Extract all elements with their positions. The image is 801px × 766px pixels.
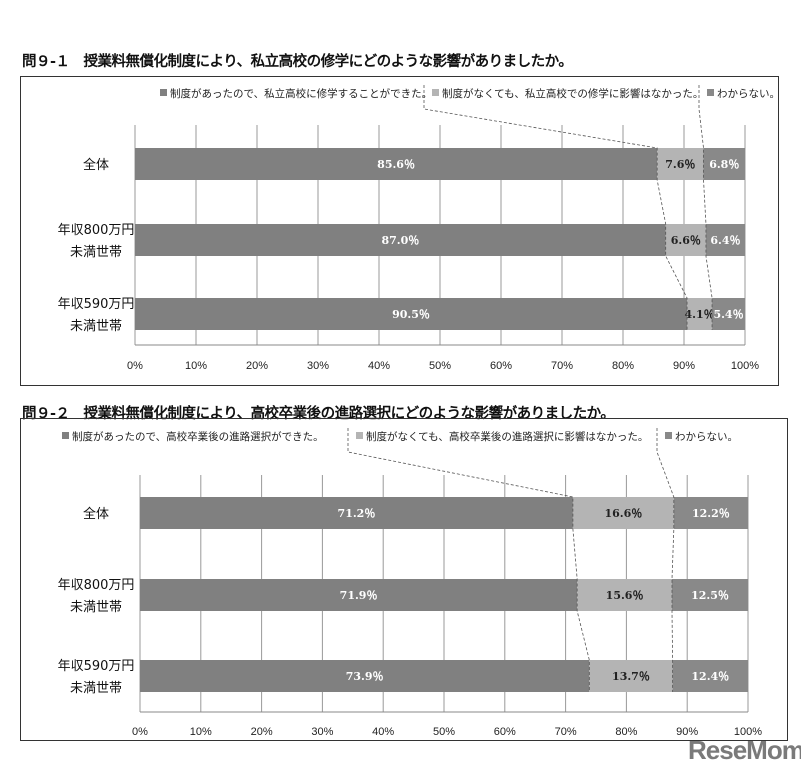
chart2-bar-segment [140, 660, 590, 692]
chart1-series-connector [423, 85, 688, 330]
resemom-logo: ReseMom [688, 735, 801, 765]
chart1-bar-segment [665, 224, 706, 256]
chart1-bar-segment [135, 148, 658, 180]
chart2-category-label: 未満世帯 [70, 600, 122, 615]
chart2-xtick-label: 50% [433, 726, 455, 738]
chart1-xtick-label: 10% [185, 360, 207, 372]
chart2-legend-swatch [665, 432, 672, 439]
chart2-data-label: 15.6％ [606, 589, 644, 602]
chart2-bar-segment [672, 579, 748, 611]
chart1-xtick-label: 20% [246, 360, 268, 372]
chart1-data-label: 5.4％ [713, 308, 743, 321]
chart1-legend-label: わからない。 [717, 88, 780, 100]
chart2-data-label: 12.4％ [691, 670, 729, 683]
chart2-category-label: 全体 [83, 506, 109, 522]
chart1-series-connector [698, 85, 713, 330]
chart1-xtick-label: 80% [612, 360, 634, 372]
chart2-xtick-label: 20% [251, 726, 273, 738]
chart1-bar-segment [657, 148, 704, 180]
chart2-bar-segment [140, 497, 573, 529]
chart1-xtick-label: 90% [673, 360, 695, 372]
chart2-legend-swatch [356, 432, 363, 439]
chart2-bar-segment [672, 660, 748, 692]
chart1-data-label: 6.6％ [671, 234, 701, 247]
chart1-category-label: 未満世帯 [70, 245, 122, 260]
chart1-bar-segment [712, 298, 745, 330]
chart2-bar-segment [140, 579, 578, 611]
chart1-data-label: 85.6％ [377, 158, 415, 171]
chart1-xtick-label: 30% [307, 360, 329, 372]
chart1-legend-label: 制度がなくても、私立高校での修学に影響はなかった。 [442, 87, 703, 100]
chart1-category-label: 全体 [83, 157, 109, 173]
chart2-xtick-label: 0% [132, 726, 148, 738]
chart2-xtick-label: 100% [734, 726, 762, 738]
chart2-category-label: 未満世帯 [70, 681, 122, 696]
chart1-xtick-label: 60% [490, 360, 512, 372]
chart2-frame [20, 418, 788, 741]
chart1-data-label: 4.1％ [684, 308, 714, 321]
chart2-category-label: 年収590万円 [58, 659, 135, 674]
chart2-legend-label: わからない。 [675, 431, 738, 443]
chart1-xtick-label: 0% [127, 360, 143, 372]
chart1-data-label: 6.8％ [709, 158, 739, 171]
chart2-legend-swatch [62, 432, 69, 439]
chart1-bar-segment [135, 224, 666, 256]
chart1-legend-swatch [432, 89, 439, 96]
chart2-data-label: 71.2％ [338, 507, 376, 520]
chart1-bar-segment [687, 298, 713, 330]
chart2-data-label: 16.6％ [604, 507, 642, 520]
chart2-series-connector [347, 428, 590, 692]
chart1-legend-swatch [160, 89, 167, 96]
chart2-series-connector [656, 428, 675, 692]
chart2-legend-label: 制度があったので、高校卒業後の進路選択ができた。 [72, 430, 324, 443]
chart1-legend-swatch [707, 89, 714, 96]
chart2-data-label: 13.7％ [612, 670, 650, 683]
chart2-xtick-label: 70% [555, 726, 577, 738]
chart2-bar-segment [577, 579, 672, 611]
chart1-bar-segment [703, 148, 745, 180]
chart2-bar-segment [673, 497, 748, 529]
chart1-frame [20, 76, 779, 386]
chart1-category-label: 年収800万円 [58, 223, 135, 238]
chart2-data-label: 73.9％ [346, 670, 384, 683]
chart2-data-label: 12.2％ [692, 507, 730, 520]
chart1-data-label: 6.4％ [710, 234, 740, 247]
chart2-xtick-label: 10% [190, 726, 212, 738]
chart1-legend-label: 制度があったので、私立高校に修学することができた。 [170, 87, 432, 100]
chart1-xtick-label: 50% [429, 360, 451, 372]
chart1-bar-segment [135, 298, 688, 330]
chart2-xtick-label: 30% [311, 726, 333, 738]
chart1-data-label: 7.6％ [665, 158, 695, 171]
chart2-bar-segment [572, 497, 674, 529]
chart1-title: 問９-１ 授業料無償化制度により、私立高校の修学にどのような影響がありましたか。 [22, 54, 573, 70]
chart2-xtick-label: 40% [372, 726, 394, 738]
chart1-data-label: 90.5％ [392, 308, 430, 321]
chart2-category-label: 年収800万円 [58, 578, 135, 593]
chart2-legend-label: 制度がなくても、高校卒業後の進路選択に影響はなかった。 [366, 430, 648, 443]
chart2-data-label: 12.5％ [691, 589, 729, 602]
chart2-bar-segment [589, 660, 673, 692]
chart1-xtick-label: 100% [731, 360, 759, 372]
chart1-xtick-label: 40% [368, 360, 390, 372]
chart1-bar-segment [705, 224, 745, 256]
chart2-data-label: 71.9％ [340, 589, 378, 602]
chart1-xtick-label: 70% [551, 360, 573, 372]
chart2-xtick-label: 90% [676, 726, 698, 738]
chart1-data-label: 87.0％ [381, 234, 419, 247]
chart1-category-label: 未満世帯 [70, 319, 122, 334]
chart2-xtick-label: 80% [615, 726, 637, 738]
chart1-category-label: 年収590万円 [58, 297, 135, 312]
chart2-xtick-label: 60% [494, 726, 516, 738]
